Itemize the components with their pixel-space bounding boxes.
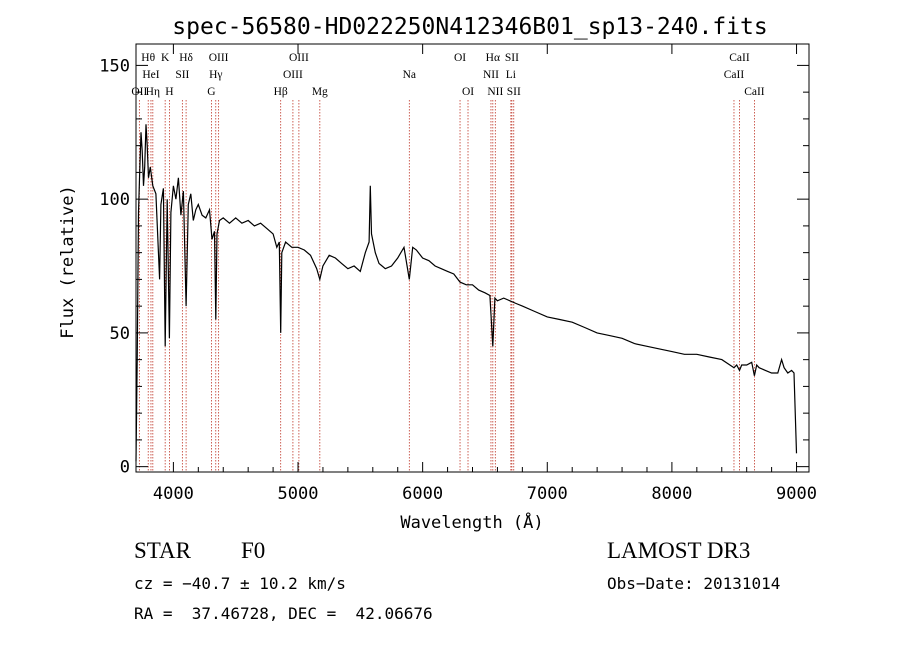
y-tick-label: 50	[110, 324, 130, 344]
spectral-line-label: OI	[454, 52, 466, 64]
spectral-line-label: G	[207, 86, 215, 98]
spectral-subclass: F0	[241, 538, 266, 563]
spectral-line-label: OIII	[283, 69, 303, 81]
spectral-line-label: OIII	[209, 52, 229, 64]
spectral-line-label: CaII	[729, 52, 750, 64]
spectral-line-label: OIII	[289, 52, 309, 64]
spectral-line-label: Hθ	[141, 52, 155, 64]
x-tick-label: 7000	[527, 484, 568, 504]
spectral-line-label: SII	[175, 69, 189, 81]
y-tick-label: 0	[120, 458, 130, 478]
spectral-line-label: SII	[505, 52, 519, 64]
sky-coordinates: RA = 37.46728, DEC = 42.06676	[134, 604, 433, 623]
plot-frame	[135, 43, 810, 473]
spectral-line-label: K	[161, 52, 170, 64]
spectral-line-label: SII	[507, 86, 521, 98]
spectrum-series-line	[135, 124, 798, 462]
axes: 4000 5000 6000 7000 8000 9000 0 50 100 150	[99, 44, 817, 504]
spectral-line-label: Li	[506, 69, 516, 81]
spectral-line-label: Na	[403, 69, 416, 81]
spectral-line-markers	[138, 100, 755, 472]
x-tick-label: 9000	[776, 484, 817, 504]
spectral-line-label: NII	[487, 86, 503, 98]
spectral-line-label: CaII	[724, 69, 745, 81]
y-axis-label: Flux (relative)	[58, 185, 78, 339]
spectral-line-label: NII	[483, 69, 499, 81]
spectral-line-label: Hδ	[179, 52, 193, 64]
y-tick-label: 100	[99, 190, 130, 210]
x-tick-label: 5000	[278, 484, 319, 504]
x-axis-label: Wavelength (Å)	[400, 511, 543, 533]
spectral-line-label: OI	[462, 86, 474, 98]
spectral-line-label: Hγ	[209, 69, 222, 81]
survey-release: LAMOST DR3	[607, 538, 751, 563]
x-tick-label: 6000	[402, 484, 443, 504]
spectral-line-label: H	[165, 86, 173, 98]
spectral-line-label: Hα	[486, 52, 500, 64]
chart-title: spec-56580-HD022250N412346B01_sp13-240.f…	[172, 14, 767, 40]
spectral-line-label: Hη	[146, 86, 160, 98]
observation-date: Obs−Date: 20131014	[607, 574, 781, 593]
spectral-line-label: Hβ	[274, 86, 288, 98]
object-class: STAR	[134, 538, 191, 563]
spectral-line-label: Mg	[312, 86, 328, 98]
y-tick-label: 150	[99, 56, 130, 76]
redshift-velocity: cz = −40.7 ± 10.2 km/s	[134, 574, 346, 593]
spectral-line-label: CaII	[744, 86, 765, 98]
spectral-line-label: HeI	[142, 69, 159, 81]
x-tick-label: 4000	[153, 484, 194, 504]
x-tick-label: 8000	[651, 484, 692, 504]
